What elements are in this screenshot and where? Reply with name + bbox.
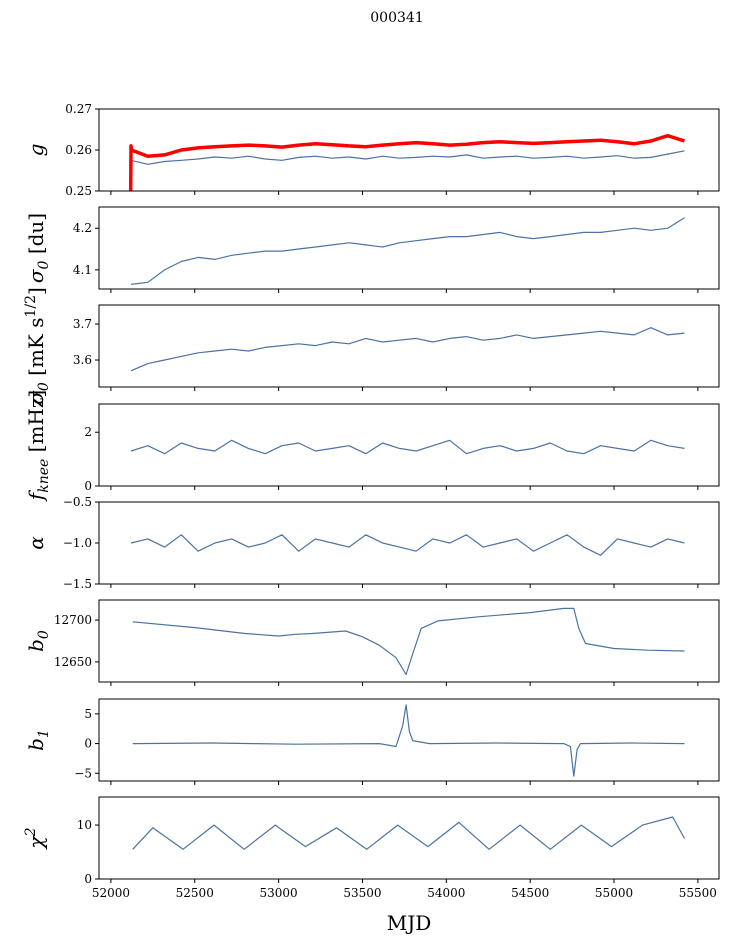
y-axis-label: α	[24, 536, 48, 550]
y-tick-label: 12700	[54, 613, 92, 627]
y-tick-label: 0	[84, 479, 92, 493]
series-line-fknee	[130, 439, 685, 455]
y-label-symbol: b	[24, 639, 48, 652]
y-axis-label: σ0 [du]	[24, 213, 52, 283]
y-label-subscript: 0	[36, 260, 52, 269]
chart-title: 000341	[370, 10, 423, 26]
y-tick-label: 0.25	[65, 184, 92, 198]
y-tick-label: 3.7	[73, 317, 92, 331]
x-tick-label: 53500	[343, 886, 381, 900]
axes-frame	[98, 501, 720, 585]
panel-1: 0.25 0.26 0.27 g	[24, 102, 720, 198]
y-axis-label: b1	[24, 729, 52, 751]
y-tick-label: −0.5	[63, 495, 92, 509]
y-tick-label: 0	[84, 872, 92, 886]
y-label-subscript: knee	[36, 459, 52, 493]
y-axis-label: g	[24, 144, 48, 157]
axes-frame	[98, 698, 720, 782]
y-tick-label: 2	[84, 425, 92, 439]
axes-frame	[98, 403, 720, 487]
y-label-symbol: g	[24, 144, 48, 157]
y-label-unit-end: ]	[24, 287, 48, 295]
panel-7: −5 0 5 b1	[24, 698, 720, 785]
y-label-unit: [mHz]	[24, 390, 48, 459]
y-label-subscript: 0	[36, 630, 52, 639]
panel-4: 0 2 fknee [mHz]	[24, 390, 720, 502]
y-axis-label: b0	[24, 630, 52, 652]
x-tick-label: 55000	[595, 886, 633, 900]
y-label-symbol: b	[24, 738, 48, 751]
y-label-symbol: σ	[24, 268, 48, 283]
x-tick-label: 54500	[511, 886, 549, 900]
y-tick-label: −1.5	[63, 577, 92, 591]
axes-frame	[98, 796, 720, 880]
y-axis-label: σ0 [mK s1/2]	[23, 287, 52, 405]
x-tick-label: 52000	[92, 886, 130, 900]
y-label-subscript: 0	[36, 382, 52, 391]
y-tick-label: 4.1	[73, 263, 92, 277]
y-label-subscript: 1	[36, 729, 52, 738]
y-tick-label: 3.6	[73, 353, 92, 367]
y-tick-label: 10	[77, 818, 92, 832]
y-tick-label: −1.0	[63, 536, 92, 550]
y-label-unit: [mK s	[24, 318, 48, 383]
series-line-alpha	[130, 534, 685, 556]
y-tick-label: 0	[84, 737, 92, 751]
y-label-symbol: α	[24, 536, 48, 550]
series-line-g_model	[128, 133, 686, 191]
y-tick-label: 0.27	[65, 102, 92, 116]
y-tick-label: 12650	[54, 655, 92, 669]
x-tick-label: 55500	[679, 886, 717, 900]
x-tick-label: 52500	[176, 886, 214, 900]
series-line-sigma_wn	[130, 327, 685, 372]
x-axis-label: MJD	[387, 911, 432, 935]
axes-frame	[98, 304, 720, 388]
y-tick-label: 0.26	[65, 143, 92, 157]
series-line-chi2	[132, 816, 686, 850]
series-line-sigma0	[130, 217, 685, 285]
y-tick-label: −5	[74, 766, 92, 780]
panel-5: −1.5 −1.0 −0.5 α	[24, 495, 720, 591]
y-label-superscript: 1/2	[23, 295, 39, 318]
series-line-g	[130, 150, 685, 165]
y-axis-label: χ2	[23, 827, 48, 850]
axes-frame	[98, 206, 720, 290]
series-line-b1	[132, 704, 685, 777]
x-tick-label: 54000	[427, 886, 465, 900]
y-label-symbol: χ	[24, 835, 48, 851]
panel-2: 4.1 4.2 σ0 [du]	[24, 206, 720, 293]
y-axis-label: fknee [mHz]	[24, 390, 52, 502]
series-line-b0	[132, 607, 685, 676]
axes-frame	[98, 599, 720, 683]
y-label-symbol: σ	[24, 390, 48, 405]
panel-8: 52000 52500 53000 53500 54000 54500 55000 55500…	[23, 796, 720, 900]
y-tick-label: 5	[84, 707, 92, 721]
x-tick-label: 53000	[260, 886, 298, 900]
y-tick-label: 4.2	[73, 221, 92, 235]
y-label-superscript: 2	[23, 827, 39, 837]
panel-3: 3.6 3.7 σ0 [mK s1/2]	[23, 287, 720, 405]
y-label-unit: [du]	[24, 213, 48, 261]
